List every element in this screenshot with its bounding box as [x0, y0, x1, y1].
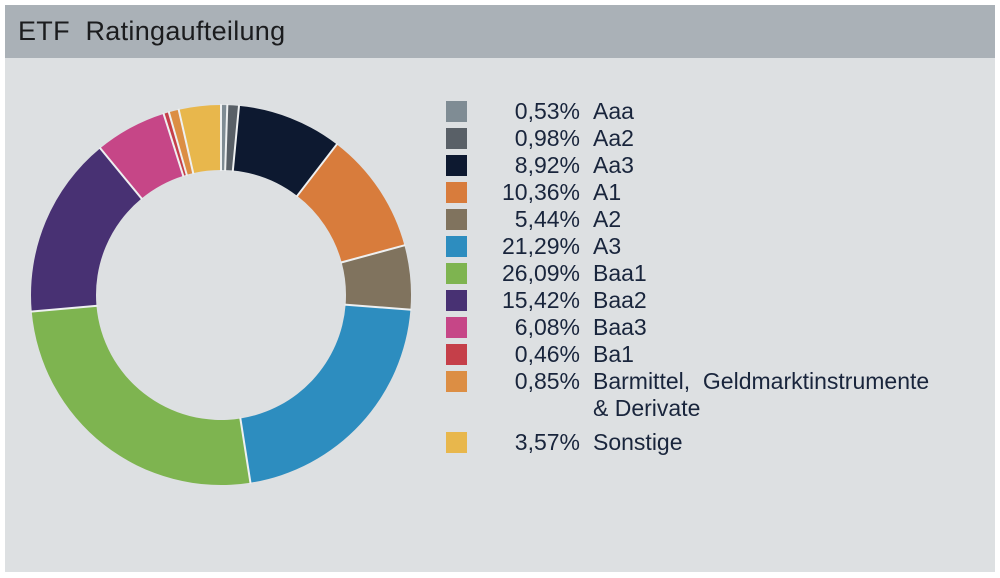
- legend-item-baa1: 26,09% Baa1: [446, 260, 929, 287]
- legend-swatch-aa2: [446, 128, 467, 149]
- chart-legend: 0,53% Aaa 0,98% Aa2 8,92% Aa3 10,36% A1 5,44% A2 2…: [446, 98, 929, 456]
- legend-label-baa2: Baa2: [593, 287, 647, 313]
- legend-label-baa1: Baa1: [593, 260, 647, 286]
- legend-swatch-ba1: [446, 344, 467, 365]
- pie-slice-baa1: [31, 305, 251, 486]
- legend-item-baa2: 15,42% Baa2: [446, 287, 929, 314]
- report-page: ETF Ratingaufteilung 0,53% Aaa 0,98% Aa2 8,9…: [5, 5, 995, 572]
- pie-slice-barmittel: [168, 109, 194, 175]
- slice-separator: [239, 417, 252, 484]
- legend-percent-ba1: 0,46%: [514, 341, 580, 367]
- slice-separator: [167, 111, 188, 177]
- slice-separator: [340, 244, 406, 264]
- slice-separator: [30, 304, 98, 313]
- pie-slice-aa2: [225, 105, 239, 171]
- legend-label-barmittel: Barmittel, Geldmarktinstrumente & Deriva…: [593, 368, 930, 421]
- section-title: ETF Ratingaufteilung: [18, 16, 286, 46]
- legend-percent-aaa: 0,53%: [514, 98, 580, 124]
- legend-percent-a2: 5,44%: [514, 206, 580, 232]
- legend-label-a3: A3: [593, 233, 622, 259]
- legend-label-aaa: Aaa: [593, 98, 634, 124]
- legend-swatch-sonstige: [446, 432, 467, 453]
- legend-item-a3: 21,29% A3: [446, 233, 929, 260]
- legend-percent-sonstige: 3,57%: [514, 429, 580, 455]
- legend-swatch-baa3: [446, 317, 467, 338]
- legend-label-a1: A1: [593, 179, 622, 205]
- legend-item-ba1: 0,46% Ba1: [446, 341, 929, 368]
- legend-item-sonstige: 3,57% Sonstige: [446, 429, 929, 456]
- legend-percent-barmittel: 0,85%: [514, 368, 580, 394]
- slice-separator: [162, 112, 185, 178]
- rating-donut-chart: [30, 104, 412, 486]
- legend-item-aaa: 0,53% Aaa: [446, 98, 929, 125]
- section-header: ETF Ratingaufteilung: [5, 5, 995, 58]
- legend-swatch-barmittel: [446, 371, 467, 392]
- pie-slice-baa3: [100, 113, 184, 199]
- legend-percent-aa3: 8,92%: [514, 152, 580, 178]
- legend-label-a2: A2: [593, 206, 622, 232]
- pie-slice-baa2: [31, 148, 142, 312]
- legend-percent-aa2: 0,98%: [514, 125, 580, 151]
- slice-separator: [177, 108, 195, 175]
- pie-slice-a2: [341, 245, 412, 310]
- legend-item-a1: 10,36% A1: [446, 179, 929, 206]
- legend-swatch-baa1: [446, 263, 467, 284]
- legend-percent-baa3: 6,08%: [514, 314, 580, 340]
- slice-separator: [344, 303, 412, 311]
- pie-slice-aaa: [221, 105, 228, 171]
- legend-percent-a1: 10,36%: [501, 179, 580, 205]
- legend-label-aa3: Aa3: [593, 152, 634, 178]
- legend-swatch-a2: [446, 209, 467, 230]
- legend-item-baa3: 6,08% Baa3: [446, 314, 929, 341]
- chart-panel: 0,53% Aaa 0,98% Aa2 8,92% Aa3 10,36% A1 5,44% A2 2…: [5, 58, 995, 572]
- pie-slice-a1: [297, 144, 405, 263]
- legend-swatch-aa3: [446, 155, 467, 176]
- legend-swatch-a3: [446, 236, 467, 257]
- legend-item-a2: 5,44% A2: [446, 206, 929, 233]
- slice-separator: [295, 142, 339, 198]
- legend-percent-a3: 21,29%: [501, 233, 580, 259]
- slice-separator: [231, 104, 241, 172]
- legend-label-sonstige: Sonstige: [593, 429, 683, 455]
- legend-label-ba1: Ba1: [593, 341, 634, 367]
- legend-label-aa2: Aa2: [593, 125, 634, 151]
- legend-swatch-aaa: [446, 101, 467, 122]
- pie-slice-sonstige: [178, 105, 221, 174]
- pie-slice-ba1: [163, 112, 187, 176]
- pie-slice-a3: [240, 304, 411, 483]
- legend-percent-baa2: 15,42%: [501, 287, 580, 313]
- legend-swatch-baa2: [446, 290, 467, 311]
- pie-slice-aa3: [232, 105, 337, 196]
- legend-item-aa2: 0,98% Aa2: [446, 125, 929, 152]
- slice-separator: [224, 104, 229, 172]
- legend-swatch-a1: [446, 182, 467, 203]
- legend-item-aa3: 8,92% Aa3: [446, 152, 929, 179]
- legend-label-baa3: Baa3: [593, 314, 647, 340]
- slice-separator: [98, 146, 143, 200]
- legend-percent-baa1: 26,09%: [501, 260, 580, 286]
- legend-item-barmittel: 0,85% Barmittel, Geldmarktinstrumente & D…: [446, 368, 929, 422]
